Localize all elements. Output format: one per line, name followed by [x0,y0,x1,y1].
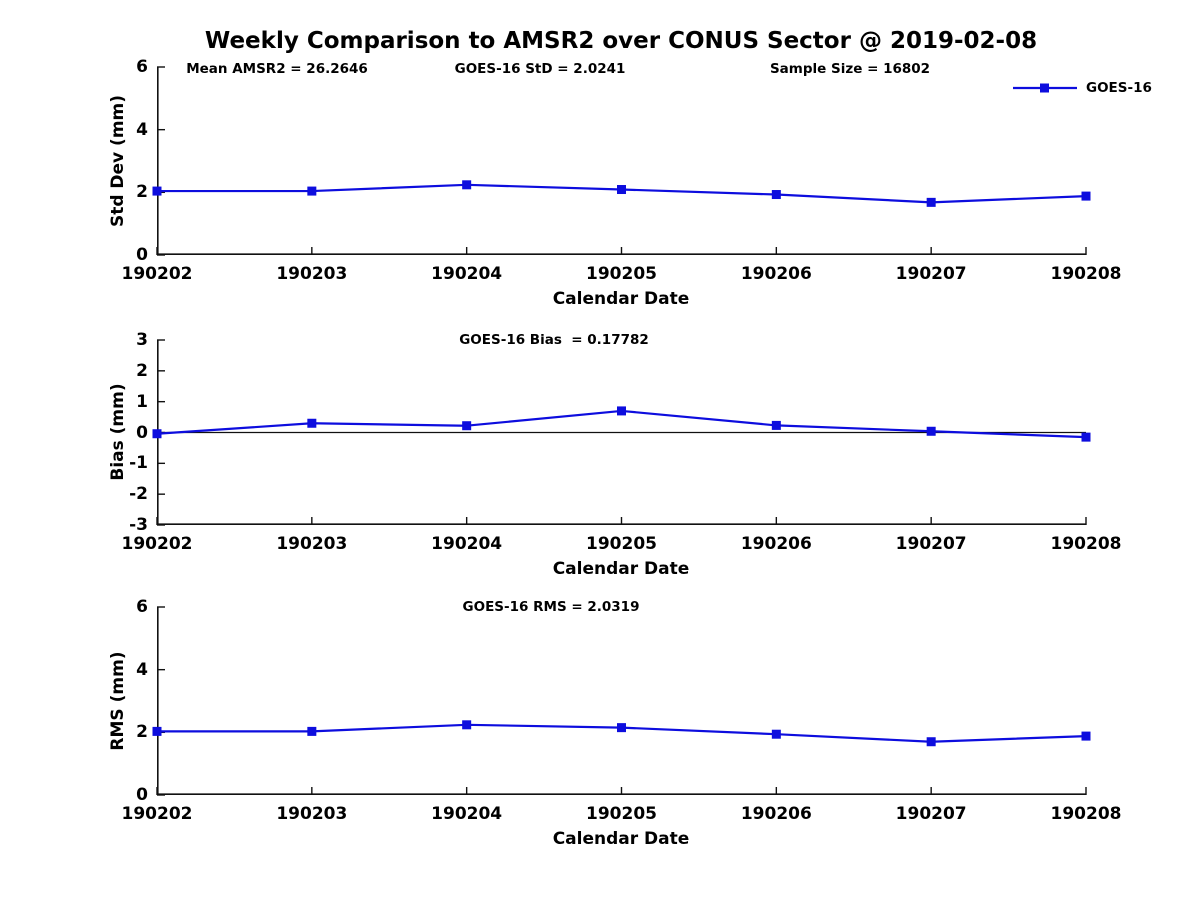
y-tick-label: 2 [136,182,148,203]
data-point-marker [771,190,781,200]
rms-plot-title: GOES-16 RMS = 2.0319 [462,599,640,615]
plot-area-2 [152,606,1091,796]
data-point-marker [307,726,317,736]
x-tick-label: 190205 [586,534,657,554]
data-point-marker [152,726,162,736]
data-point-marker [926,737,936,747]
x-tick-label: 190204 [431,264,503,284]
data-point-marker [1081,191,1091,201]
data-point-marker [152,429,162,439]
y-tick-label: 0 [136,422,148,443]
data-point-marker [771,729,781,739]
y-tick-label: 4 [136,659,148,680]
data-point-marker [152,186,162,196]
legend-label: GOES-16 [1086,80,1152,96]
x-tick-label: 190207 [895,264,967,284]
data-point-marker [771,420,781,430]
data-point-marker [307,186,317,196]
y-tick-label: 0 [136,785,148,805]
x-tick-label: 190206 [740,804,812,824]
x-tick-label: 190208 [1050,804,1122,824]
data-point-marker [462,720,472,730]
x-tick-label: 190207 [895,804,967,824]
y-tick-label: 1 [136,391,148,412]
x-tick-label: 190206 [740,534,812,554]
x-axis-label-stddev: Calendar Date [552,289,690,309]
x-tick-label: 190203 [276,534,348,554]
x-tick-label: 190203 [276,804,348,824]
y-axis-label-rms: RMS (mm) [108,651,128,751]
plot-area-0 [152,66,1091,256]
x-axis-label-bias: Calendar Date [552,559,690,579]
x-tick-label: 190204 [431,804,503,824]
data-point-marker [462,421,472,431]
y-axis-label-stddev: Std Dev (mm) [108,94,128,228]
data-point-marker [926,426,936,436]
y-tick-label: 2 [136,722,148,743]
data-point-marker [1081,432,1091,442]
bias-plot-title: GOES-16 Bias = 0.17782 [459,332,649,348]
legend-line-marker-icon [1013,83,1077,93]
annotation-goes16-std: GOES-16 StD = 2.0241 [454,61,626,77]
figure-title: Weekly Comparison to AMSR2 over CONUS Se… [204,28,1038,54]
data-point-marker [617,185,626,195]
y-tick-label: -3 [129,515,148,535]
x-tick-label: 190207 [895,534,967,554]
legend: GOES-16 [1013,80,1152,96]
x-tick-label: 190208 [1050,264,1122,284]
x-tick-label: 190205 [586,264,657,284]
x-tick-label: 190203 [276,264,348,284]
data-point-marker [1081,731,1091,741]
data-point-marker [617,406,626,416]
data-point-marker [926,197,936,207]
x-tick-label: 190202 [121,264,193,284]
x-tick-label: 190204 [431,534,503,554]
y-tick-label: 0 [136,245,148,265]
x-tick-label: 190208 [1050,534,1122,554]
annotation-mean-amsr2: Mean AMSR2 = 26.2646 [186,61,368,77]
data-point-marker [307,418,317,428]
y-tick-label: 4 [136,119,148,140]
x-tick-label: 190206 [740,264,812,284]
data-point-marker [462,180,472,190]
x-tick-label: 190202 [121,804,193,824]
x-tick-label: 190202 [121,534,193,554]
x-axis-label-rms: Calendar Date [552,829,690,849]
annotation-sample-size: Sample Size = 16802 [769,61,931,77]
y-tick-label: -1 [129,453,148,474]
y-tick-label: -2 [129,484,148,505]
y-tick-label: 3 [136,330,148,350]
plot-area-1 [152,339,1091,526]
y-tick-label: 2 [136,360,148,381]
x-tick-label: 190205 [586,804,657,824]
legend-marker [1040,83,1049,93]
y-tick-label: 6 [136,597,148,617]
y-tick-label: 6 [136,57,148,77]
data-point-marker [617,723,626,733]
